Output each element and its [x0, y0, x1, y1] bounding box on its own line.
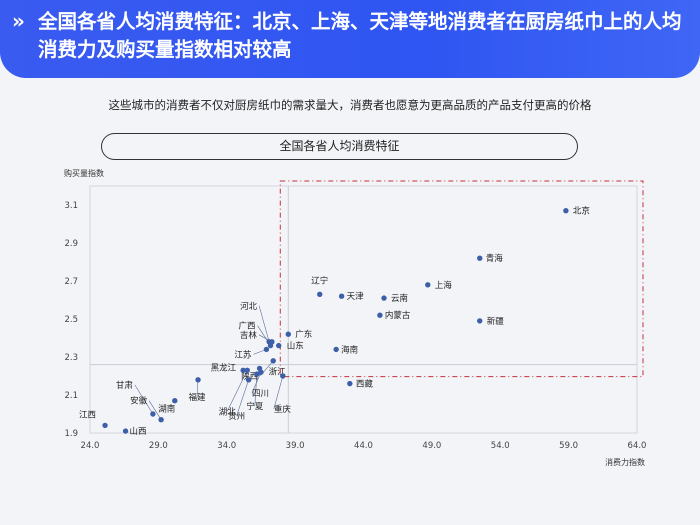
- point-label: 江西: [79, 410, 96, 420]
- data-point: [102, 422, 108, 429]
- data-point: [254, 371, 260, 377]
- leader-line: [236, 379, 249, 416]
- point-label: 贵州: [228, 411, 245, 422]
- data-point: [381, 295, 387, 301]
- point-label: 北京: [573, 206, 590, 217]
- page-subtitle: 这些城市的消费者不仅对厨房纸巾的需求量大，消费者也愿意为更高品质的产品支付更高的…: [108, 98, 592, 112]
- double-chevron-icon: »: [12, 9, 25, 33]
- data-point: [280, 373, 286, 379]
- data-point: [563, 208, 569, 214]
- point-label: 河北: [240, 301, 258, 312]
- point-label: 湖北: [219, 407, 237, 417]
- x-tick-label: 49.0: [422, 441, 441, 451]
- data-point: [477, 255, 483, 261]
- data-point: [244, 367, 250, 373]
- point-label: 宁夏: [246, 401, 264, 412]
- plot-frame: [89, 185, 638, 434]
- leader-line: [134, 384, 154, 415]
- data-point: [172, 398, 178, 404]
- leader-line: [254, 374, 258, 407]
- point-label: 江苏: [234, 349, 252, 360]
- point-label: 广东: [295, 329, 312, 340]
- y-tick-label: 2.9: [64, 239, 78, 249]
- point-label: 新疆: [487, 316, 505, 327]
- data-point: [195, 377, 201, 383]
- highlight-box: [279, 180, 644, 378]
- data-point: [477, 318, 483, 324]
- x-axis-label: 消费力指数: [605, 457, 645, 467]
- point-label: 福建: [189, 392, 207, 403]
- data-point: [240, 367, 246, 373]
- x-tick-label: 54.0: [491, 441, 510, 451]
- data-point: [425, 282, 431, 288]
- point-label: 浙江: [269, 366, 287, 377]
- point-label: 安徽: [130, 396, 148, 407]
- point-label: 上海: [435, 280, 453, 291]
- data-point: [158, 417, 164, 423]
- x-tick-label: 34.0: [217, 441, 236, 451]
- y-tick-label: 2.5: [64, 315, 78, 325]
- leader-line: [148, 400, 162, 420]
- x-tick-label: 64.0: [628, 441, 647, 451]
- data-point: [122, 428, 129, 434]
- leader-line: [258, 305, 270, 342]
- y-tick-label: 2.7: [64, 277, 78, 287]
- header-banner: » 全国各省人均消费特征：北京、上海、天津等地消费者在厨房纸巾上的人均消费力及购…: [0, 0, 700, 78]
- x-tick-label: 44.0: [354, 441, 373, 451]
- point-label: 吉林: [240, 330, 258, 341]
- data-point: [150, 411, 156, 417]
- data-point: [276, 342, 282, 349]
- data-point: [338, 293, 345, 299]
- point-label: 广西: [238, 321, 255, 332]
- chart-title: 全国各省人均消费特征: [101, 133, 578, 160]
- point-label: 湖南: [158, 404, 175, 415]
- y-tick-label: 1.9: [64, 429, 78, 439]
- point-label: 重庆: [274, 404, 292, 415]
- data-point: [317, 291, 323, 297]
- data-point: [245, 377, 252, 383]
- y-tick-label: 3.1: [64, 201, 78, 211]
- point-label: 山东: [287, 341, 304, 352]
- data-point: [269, 339, 275, 345]
- point-label: 海南: [341, 344, 358, 355]
- data-point: [333, 346, 339, 353]
- point-label: 甘肃: [116, 380, 134, 391]
- point-label: 辽宁: [311, 275, 328, 286]
- x-tick-label: 24.0: [81, 441, 100, 451]
- data-point: [270, 358, 276, 364]
- data-point: [285, 331, 291, 337]
- point-label: 山西: [130, 426, 147, 437]
- x-tick-label: 29.0: [149, 441, 168, 451]
- leader-line: [196, 379, 199, 397]
- point-label: 青海: [486, 253, 504, 264]
- leader-line: [273, 375, 284, 410]
- data-point: [347, 380, 353, 387]
- point-label: 天津: [347, 291, 365, 302]
- point-label: 四川: [252, 389, 269, 399]
- point-label: 云南: [391, 293, 408, 304]
- y-axis-label: 购买量指数: [64, 168, 104, 178]
- data-point: [258, 369, 264, 375]
- y-tick-label: 2.3: [64, 353, 78, 363]
- point-label: 陕西: [241, 371, 258, 382]
- point-label: 黑龙江: [211, 362, 237, 373]
- x-tick-label: 39.0: [286, 441, 305, 451]
- x-tick-label: 59.0: [559, 441, 578, 451]
- leader-line: [226, 370, 248, 412]
- point-label: 西藏: [356, 379, 374, 390]
- page-title: 全国各省人均消费特征：北京、上海、天津等地消费者在厨房纸巾上的人均消费力及购买量…: [38, 10, 682, 61]
- data-point: [377, 312, 383, 318]
- y-tick-label: 2.1: [64, 391, 78, 401]
- data-point: [263, 346, 270, 353]
- point-label: 内蒙古: [385, 310, 411, 321]
